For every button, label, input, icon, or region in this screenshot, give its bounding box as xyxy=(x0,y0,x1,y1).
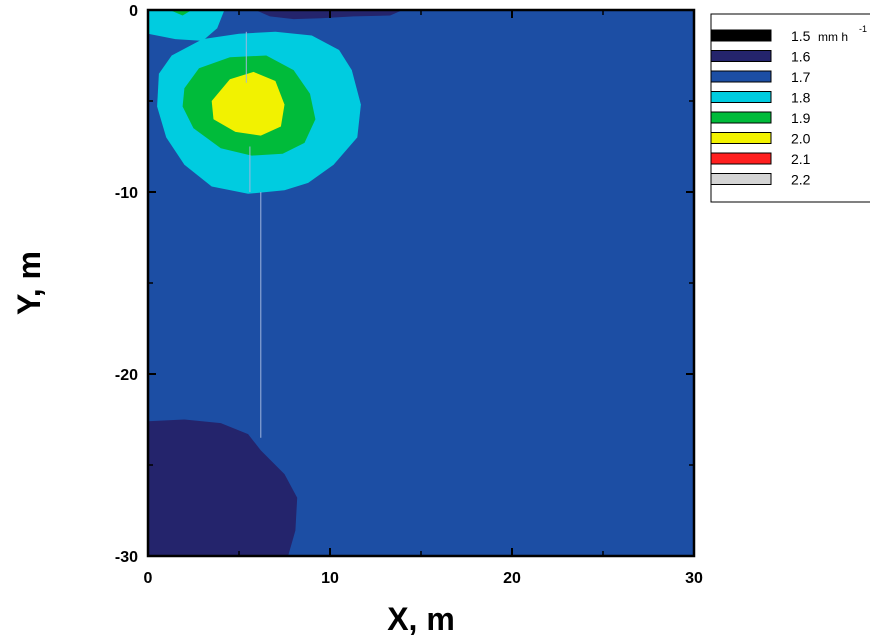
x-tick-label-10: 10 xyxy=(321,570,339,587)
legend-box xyxy=(710,13,870,203)
contour-regions xyxy=(148,10,403,556)
x-tick-label-0: 0 xyxy=(144,570,153,587)
y-axis-ticks: 0 -10 -20 -30 xyxy=(115,3,694,566)
y-tick-label--30: -30 xyxy=(115,549,138,566)
contour-region-1.8-2 xyxy=(148,10,225,41)
legend-swatch-2.0 xyxy=(710,132,772,144)
x-axis-title: X, m xyxy=(387,601,455,637)
legend-swatch-2.1 xyxy=(710,152,772,165)
y-tick-label-0: 0 xyxy=(129,3,138,20)
legend-swatch-1.7 xyxy=(710,70,772,83)
legend-items: 1.5 mm h -1 1.6 1.7 1.8 1.9 2.0 2.1 2.2 xyxy=(710,24,867,188)
legend-unit-exponent: -1 xyxy=(859,24,867,34)
legend-swatch-2.2 xyxy=(710,173,772,185)
x-axis-ticks: 0 10 20 30 xyxy=(144,10,703,587)
y-tick-label--20: -20 xyxy=(115,367,138,384)
x-tick-label-30: 30 xyxy=(685,570,703,587)
legend-swatch-1.8 xyxy=(710,91,772,103)
x-tick-label-20: 20 xyxy=(503,570,521,587)
legend-label-1.8: 1.8 xyxy=(791,90,811,106)
legend: 1.5 mm h -1 1.6 1.7 1.8 1.9 2.0 2.1 2.2 xyxy=(710,13,870,203)
legend-swatch-1.9 xyxy=(710,111,772,124)
legend-label-1.5: 1.5 xyxy=(791,28,811,44)
legend-swatch-1.5 xyxy=(710,29,772,42)
legend-label-2.0: 2.0 xyxy=(791,131,811,147)
legend-swatch-1.6 xyxy=(710,50,772,62)
legend-unit: mm h xyxy=(818,30,848,44)
legend-label-1.6: 1.6 xyxy=(791,49,811,65)
legend-label-1.9: 1.9 xyxy=(791,110,811,126)
y-axis-title: Y, m xyxy=(11,251,47,315)
contour-gridlines xyxy=(245,31,262,438)
legend-label-2.2: 2.2 xyxy=(791,172,811,188)
contour-region-2-6 xyxy=(211,71,285,136)
legend-label-1.7: 1.7 xyxy=(791,69,811,85)
contour-region-1.6-0 xyxy=(148,419,298,556)
contour-region-1.9-5 xyxy=(169,10,192,16)
y-tick-label--10: -10 xyxy=(115,185,138,202)
legend-label-2.1: 2.1 xyxy=(791,151,811,167)
